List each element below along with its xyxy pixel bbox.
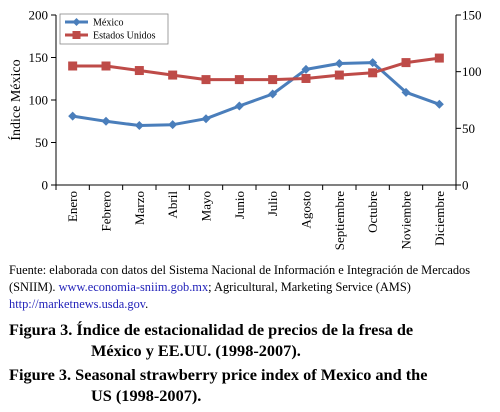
left-axis-tick-label: 100	[29, 93, 49, 108]
left-axis-tick-label: 200	[29, 8, 49, 23]
series-line-estados-unidos	[72, 56, 440, 82]
x-axis-tick-label: Febrero	[99, 191, 114, 231]
data-point-mexico	[401, 87, 411, 97]
left-axis-tick-label: 50	[35, 135, 48, 150]
data-point-estados-unidos	[68, 61, 78, 71]
data-point-estados-unidos	[268, 75, 278, 85]
x-axis-tick-label: Diciembre	[432, 191, 447, 246]
x-axis-tick-label: Marzo	[132, 191, 147, 225]
left-axis-tick-label: 0	[42, 178, 49, 193]
right-axis-tick-label: 0	[462, 178, 469, 193]
y-axis-title: Índice México	[7, 59, 24, 140]
left-axis-tick-label: 150	[29, 50, 49, 65]
x-axis-tick-label: Agosto	[299, 191, 314, 229]
x-axis-tick-label: Julio	[265, 191, 280, 216]
usda-link[interactable]: http://marketnews.usda.gov	[9, 297, 146, 311]
x-axis-tick-label: Noviembre	[399, 191, 414, 250]
legend: México Estados Unidos	[59, 13, 169, 45]
right-axis-tick-label: 50	[462, 121, 475, 136]
data-point-estados-unidos	[368, 68, 378, 78]
figure-caption-english: Figure 3. Seasonal strawberry price inde…	[9, 364, 495, 406]
sniim-link[interactable]: www.economia-sniim.gob.mx	[58, 280, 209, 294]
x-axis-tick-label: Enero	[65, 191, 80, 222]
right-axis-tick-label: 100	[462, 64, 482, 79]
axes: 0 50 100 150 200 0 50 100 150 Enero Febrero Marzo Ab…	[7, 8, 482, 251]
series-lines	[72, 56, 440, 127]
legend-label: Estados Unidos	[93, 31, 156, 42]
source-prefix: Fuente: elaborada con datos del Sistema …	[9, 263, 471, 294]
x-axis-tick-label: Septiembre	[332, 191, 347, 250]
data-point-mexico	[268, 89, 278, 99]
caption-es-line2: México y EE.UU. (1998-2007).	[91, 341, 301, 360]
data-point-mexico	[101, 116, 111, 126]
seasonal-price-index-chart: 0 50 100 150 200 0 50 100 150 Enero Febrero Marzo Ab…	[7, 8, 482, 251]
data-point-estados-unidos	[201, 75, 211, 85]
data-point-mexico	[301, 64, 311, 74]
data-point-estados-unidos	[301, 73, 311, 83]
data-point-estados-unidos	[434, 53, 444, 63]
data-point-mexico	[368, 58, 378, 68]
series-line-mexico	[72, 61, 440, 127]
x-axis-tick-label: Abril	[165, 191, 180, 219]
legend-swatch-marker	[72, 31, 81, 39]
data-point-estados-unidos	[101, 61, 111, 71]
data-point-mexico	[434, 99, 444, 109]
source-middle: ; Agricultural, Marketing Service (AMS)	[208, 280, 411, 294]
data-point-estados-unidos	[168, 70, 178, 80]
data-point-mexico	[168, 120, 178, 130]
figure-caption-spanish: Figura 3. Índice de estacionalidad de pr…	[9, 319, 495, 361]
series-markers	[68, 53, 444, 130]
data-point-mexico	[334, 58, 344, 68]
source-note: Fuente: elaborada con datos del Sistema …	[9, 262, 495, 313]
legend-swatch-marker	[72, 18, 81, 26]
x-axis-tick-label: Mayo	[199, 191, 214, 221]
x-axis-tick-label: Octubre	[365, 191, 380, 233]
data-point-mexico	[68, 111, 78, 121]
data-point-estados-unidos	[334, 70, 344, 80]
caption-en-line2: US (1998-2007).	[91, 386, 202, 405]
caption-en-line1: Figure 3. Seasonal strawberry price inde…	[9, 365, 428, 384]
data-point-estados-unidos	[134, 66, 144, 76]
x-axis-tick-label: Junio	[232, 191, 247, 219]
data-point-estados-unidos	[234, 75, 244, 85]
legend-label: México	[93, 18, 124, 29]
right-axis-tick-label: 150	[462, 8, 482, 23]
caption-es-line1: Figura 3. Índice de estacionalidad de pr…	[9, 320, 414, 339]
data-point-mexico	[201, 114, 211, 124]
data-point-mexico	[234, 101, 244, 111]
source-suffix: .	[145, 297, 149, 311]
data-point-mexico	[134, 121, 144, 130]
data-point-estados-unidos	[401, 58, 411, 68]
